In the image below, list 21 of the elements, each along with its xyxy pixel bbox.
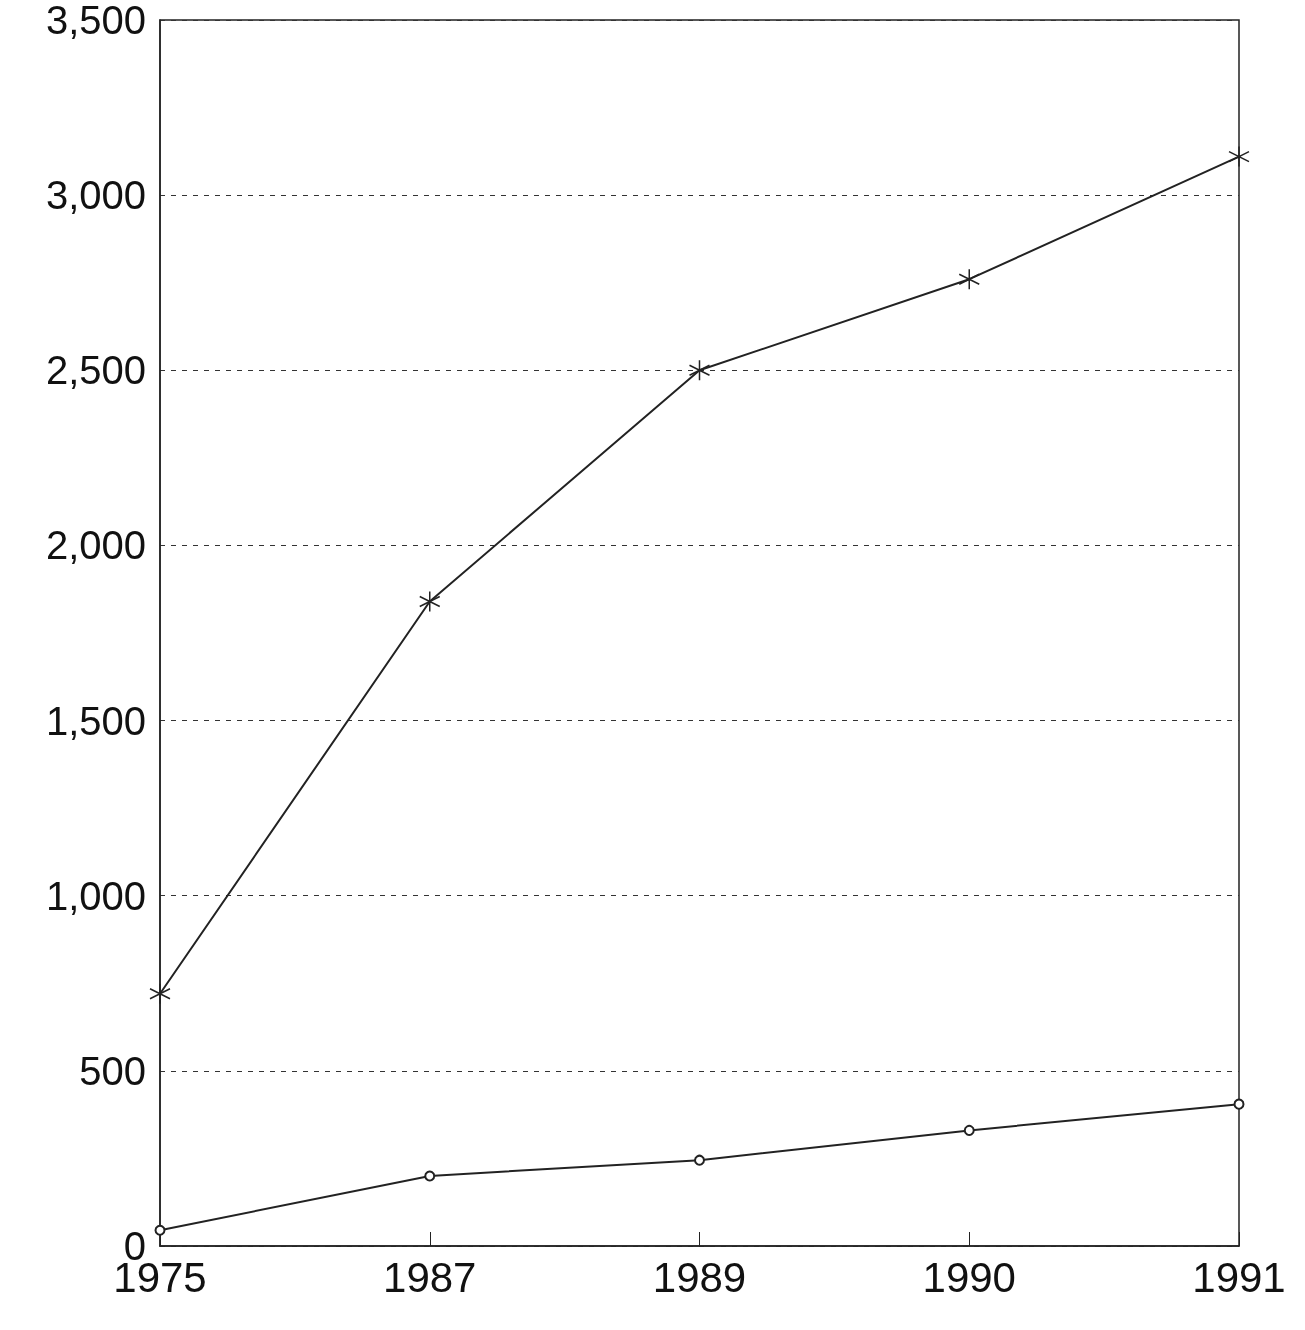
y-tick-label: 3,000: [45, 173, 146, 218]
point: [688, 359, 711, 382]
x-tick-label: 1987: [383, 1253, 477, 1301]
point: [1233, 1098, 1245, 1110]
point: [149, 983, 171, 1005]
point: [694, 1154, 705, 1166]
y-tick-label: 2,000: [45, 523, 146, 568]
y-tick-label: 1,000: [45, 873, 146, 918]
point: [1228, 145, 1250, 168]
y-tick-label: 2,500: [45, 348, 146, 393]
y-tick-label: 3,500: [45, 0, 146, 42]
y-tick-label: 1,500: [45, 698, 146, 743]
point: [419, 590, 441, 613]
x-tick-label: 1991: [1192, 1253, 1286, 1301]
point: [958, 268, 980, 290]
point: [424, 1170, 436, 1182]
x-tick-label: 1989: [652, 1253, 747, 1301]
x-tick-label: 1990: [922, 1253, 1016, 1301]
point: [963, 1124, 975, 1136]
point: [154, 1224, 166, 1236]
y-tick-label: 500: [79, 1048, 146, 1093]
